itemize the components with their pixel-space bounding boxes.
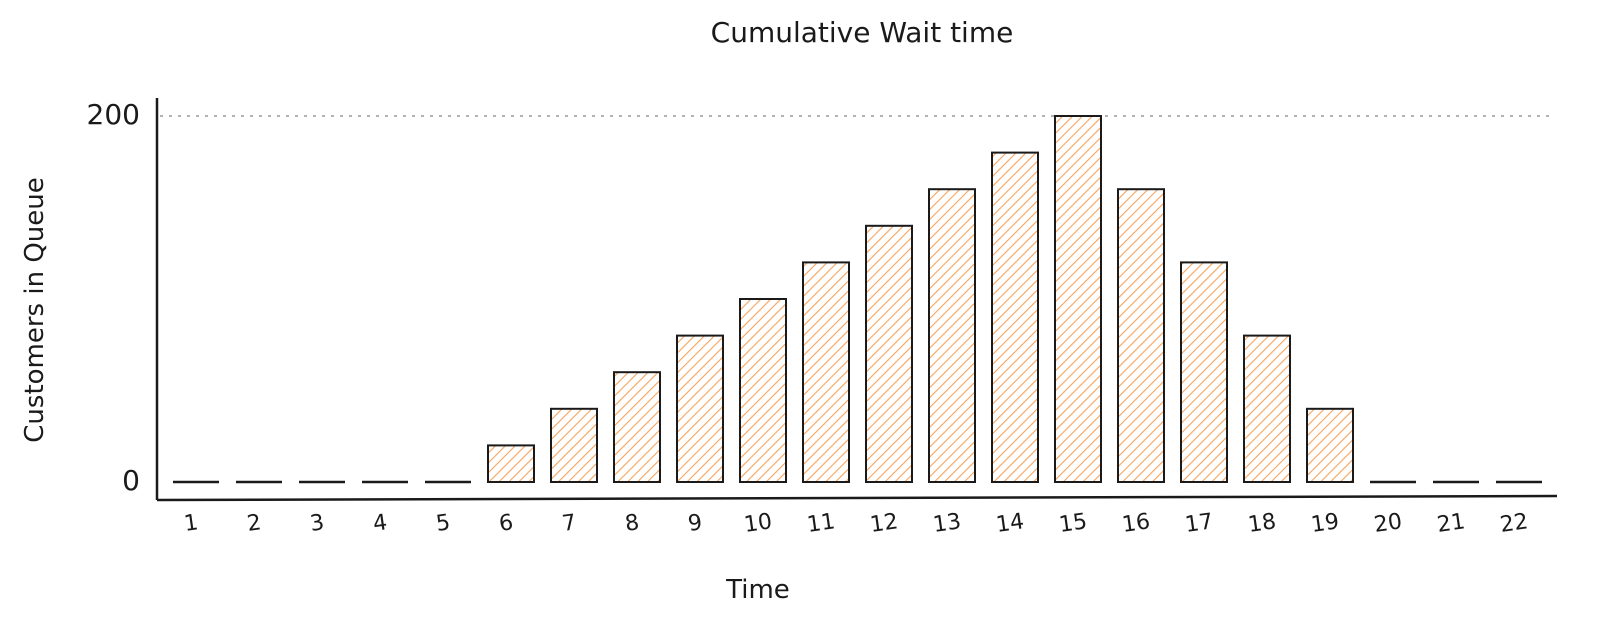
- bars-layer: [173, 115, 1542, 484]
- bar-16: [1117, 188, 1165, 483]
- bar-11: [802, 261, 850, 483]
- x-tick-label-14: 14: [994, 509, 1025, 538]
- bar-8: [613, 371, 661, 484]
- x-tick-label-4: 4: [371, 510, 388, 537]
- x-tick-label-21: 21: [1435, 509, 1466, 538]
- x-tick-label-3: 3: [308, 510, 325, 537]
- bar-18: [1243, 334, 1291, 483]
- x-tick-label-1: 1: [182, 510, 199, 537]
- x-axis-line: [156, 494, 1558, 502]
- x-tick-label-9: 9: [686, 510, 703, 537]
- bar-7: [550, 407, 598, 483]
- x-tick-label-18: 18: [1246, 509, 1277, 538]
- bar-13: [928, 188, 976, 483]
- bar-6: [487, 444, 535, 483]
- x-tick-label-12: 12: [868, 509, 899, 538]
- bar-10: [739, 298, 787, 483]
- y-axis-label: Customers in Queue: [20, 177, 50, 442]
- x-ticks-layer: 1 2 3 4 5 6 7 8 9 10 11 12 13 14 15 16 17 18 19 20 21 22: [182, 509, 1529, 538]
- bar-9: [676, 334, 724, 483]
- bar-19: [1306, 407, 1354, 483]
- x-axis-label: Time: [725, 575, 790, 605]
- x-tick-label-22: 22: [1498, 509, 1529, 538]
- x-tick-label-13: 13: [931, 509, 962, 538]
- x-tick-label-7: 7: [560, 510, 577, 537]
- x-tick-label-17: 17: [1183, 509, 1214, 538]
- x-tick-label-5: 5: [434, 510, 451, 537]
- x-tick-label-2: 2: [245, 510, 262, 537]
- x-tick-label-15: 15: [1057, 509, 1088, 538]
- y-tick-label-min: 0: [122, 464, 140, 497]
- x-tick-label-8: 8: [623, 510, 640, 537]
- y-tick-label-max: 200: [87, 98, 140, 131]
- chart-title: Cumulative Wait time: [711, 16, 1014, 49]
- bar-14: [991, 151, 1039, 483]
- x-tick-label-10: 10: [742, 509, 773, 538]
- x-tick-label-16: 16: [1120, 509, 1151, 538]
- x-tick-label-19: 19: [1309, 509, 1340, 538]
- x-tick-label-11: 11: [805, 509, 836, 538]
- bar-15: [1054, 115, 1102, 483]
- x-tick-label-6: 6: [497, 510, 514, 537]
- x-tick-label-20: 20: [1372, 509, 1403, 538]
- bar-12: [865, 224, 913, 484]
- bar-17: [1180, 261, 1228, 483]
